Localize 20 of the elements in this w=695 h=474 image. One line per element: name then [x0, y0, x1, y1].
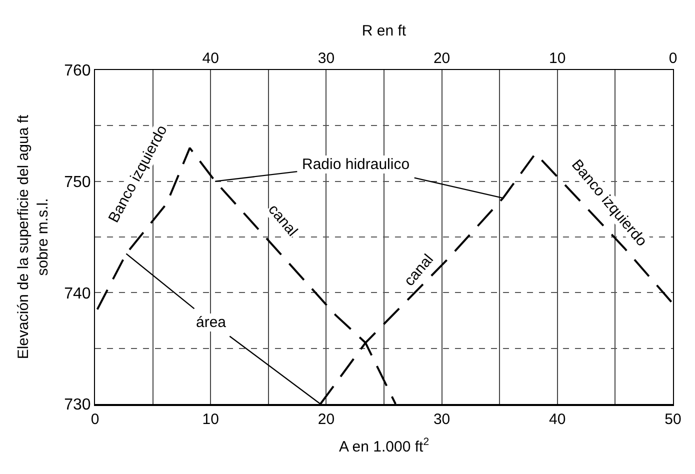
x2-tick-label: 0	[668, 50, 678, 67]
x-tick-label: 20	[318, 411, 335, 428]
x2-tick-label: 10	[549, 50, 566, 67]
x2-axis-title: R en ft	[362, 22, 407, 40]
y-axis-title: Elevación de la superficie del agua ft sobre m.s.l.	[14, 114, 52, 360]
x-axis-title: A en 1.000 ft$^{2}$	[338, 436, 430, 456]
x2-tick-label: 40	[202, 50, 219, 67]
annotation: área	[196, 314, 227, 331]
x-tick-label: 50	[664, 411, 682, 428]
annotation: Radio hidraulico	[302, 156, 410, 173]
y-tick-label: 760	[64, 62, 91, 80]
x-tick-label: 10	[202, 411, 219, 428]
x-tick-label: 30	[433, 411, 450, 428]
x2-tick-label: 30	[318, 50, 335, 67]
y-tick-label: 730	[64, 396, 91, 414]
x-tick-label: 0	[90, 411, 100, 428]
y-tick-label: 740	[64, 285, 91, 302]
x2-tick-label: 20	[433, 50, 450, 67]
y-tick-label: 750	[64, 174, 91, 191]
x-tick-label: 40	[549, 411, 566, 428]
